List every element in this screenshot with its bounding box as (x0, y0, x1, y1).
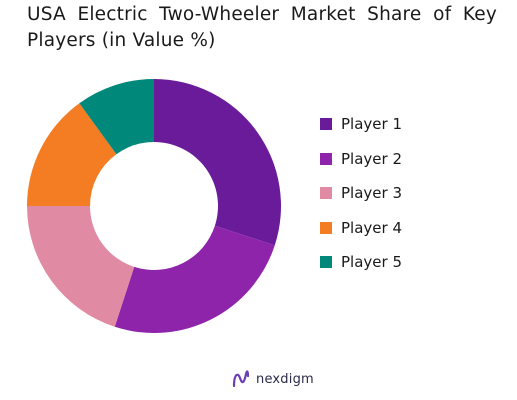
legend-item-player-3: Player 3 (320, 183, 402, 203)
logo-text: nexdigm (256, 371, 314, 387)
legend-item-player-2: Player 2 (320, 149, 402, 169)
nexdigm-logo: nexdigm (231, 368, 314, 390)
pie-slice-player-1 (154, 79, 281, 246)
chart-title: USA Electric Two-Wheeler Market Share of… (27, 4, 497, 51)
legend-item-player-4: Player 4 (320, 218, 402, 238)
donut-slices (27, 79, 281, 333)
legend-item-player-5: Player 5 (320, 252, 402, 272)
legend-swatch (320, 152, 332, 165)
pie-slice-player-4 (27, 103, 117, 206)
legend-label: Player 5 (341, 253, 402, 271)
legend-label: Player 2 (341, 149, 402, 168)
legend-swatch (320, 118, 332, 130)
legend-swatch (320, 221, 332, 234)
legend-label: Player 1 (341, 115, 402, 133)
legend-swatch (320, 187, 332, 199)
pie-slice-player-2 (114, 225, 275, 333)
legend-item-player-1: Player 1 (320, 114, 402, 134)
legend-label: Player 4 (341, 218, 402, 237)
legend-label: Player 3 (341, 184, 402, 202)
legend-swatch (320, 256, 332, 268)
pie-slice-player-5 (79, 79, 154, 155)
nexdigm-wave-icon (232, 370, 250, 388)
pie-slice-player-3 (27, 206, 135, 327)
chart-legend: Player 1 Player 2 Player 3 Player 4 Play… (320, 114, 402, 287)
